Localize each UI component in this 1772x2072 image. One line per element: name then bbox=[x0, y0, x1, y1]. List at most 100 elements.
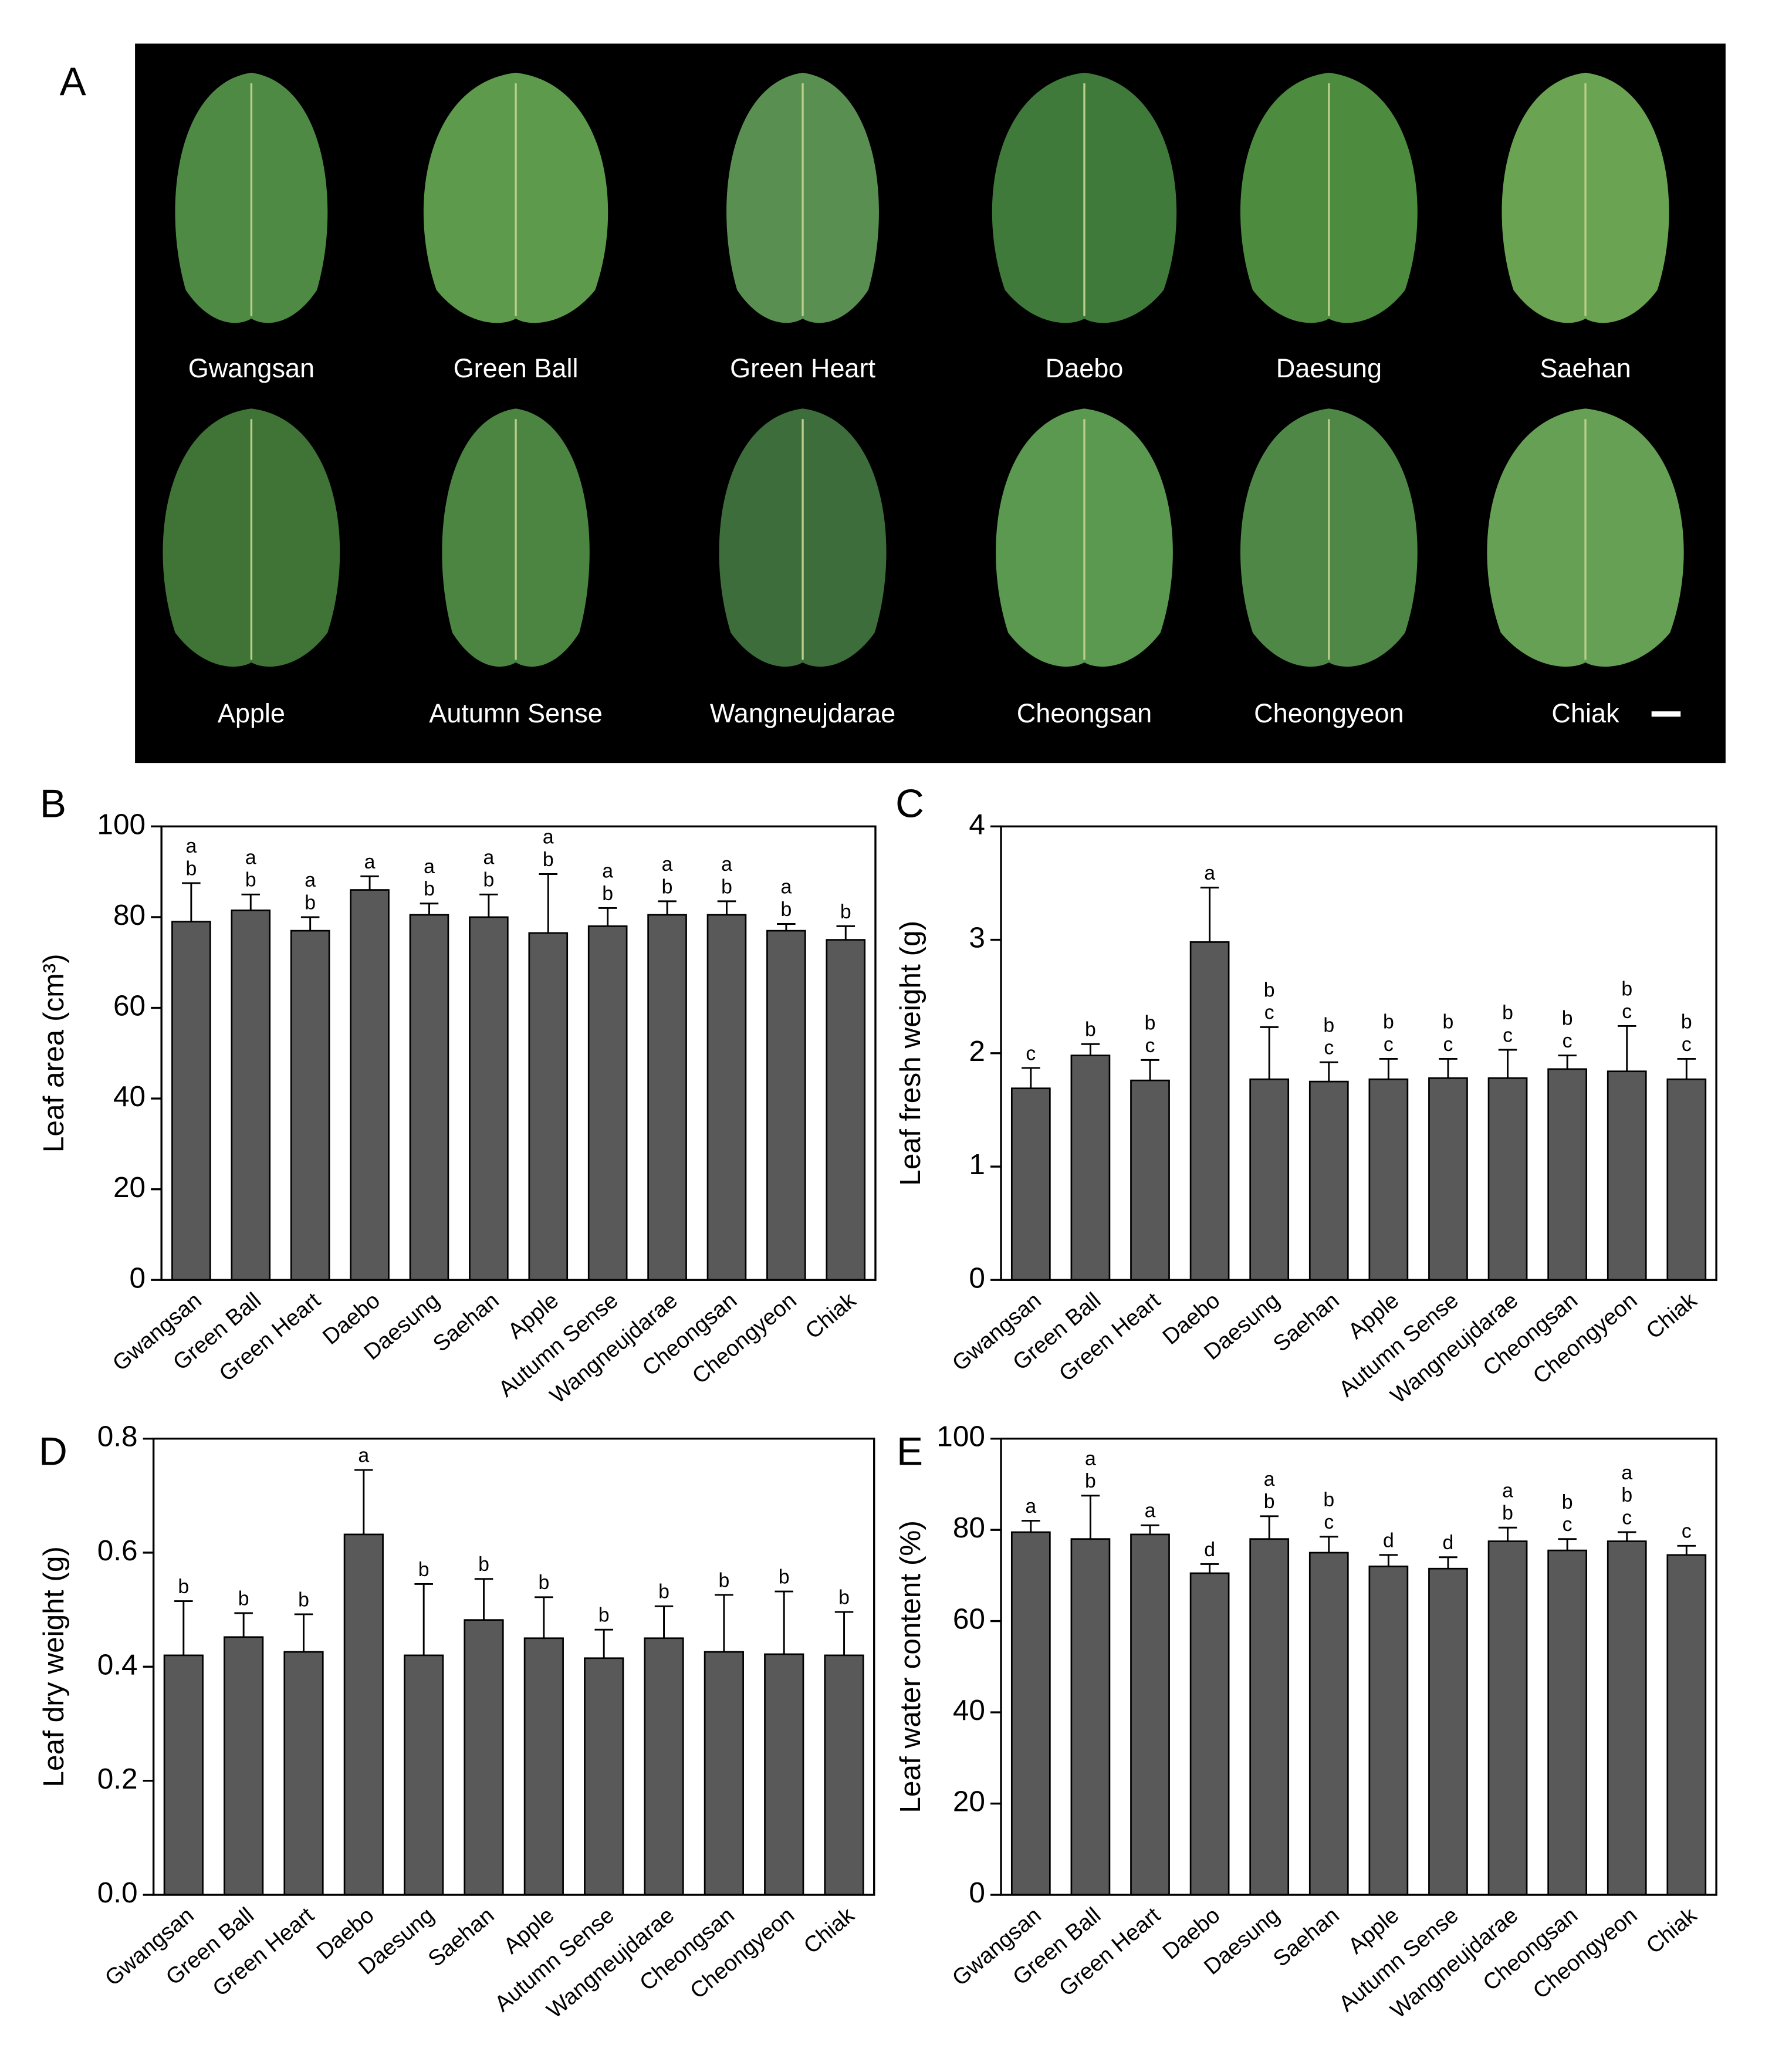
significance-letter: b bbox=[478, 1553, 489, 1576]
y-tick-label: 80 bbox=[113, 898, 146, 931]
bar bbox=[1130, 1533, 1170, 1896]
significance-letter: a bbox=[662, 853, 673, 876]
cultivar-name: Chiak bbox=[1551, 698, 1619, 728]
bar bbox=[1010, 1087, 1051, 1281]
y-tick-label: 0 bbox=[130, 1261, 146, 1294]
significance-letter: a bbox=[1025, 1495, 1036, 1517]
x-tick-label: Cheongyeon bbox=[1528, 1288, 1642, 1390]
plot-frame bbox=[160, 825, 877, 1281]
bar bbox=[1308, 1552, 1349, 1896]
panel-label: A bbox=[60, 60, 86, 104]
panel-label: D bbox=[39, 1430, 67, 1474]
plot-frame bbox=[1000, 1437, 1717, 1896]
significance-letter: a bbox=[602, 860, 613, 883]
x-tick-label: Chiak bbox=[1641, 1287, 1702, 1344]
significance-letter: c bbox=[1622, 1506, 1632, 1529]
bar bbox=[647, 914, 687, 1281]
panel-label: E bbox=[897, 1430, 923, 1474]
bar bbox=[283, 1651, 324, 1896]
significance-letter: c bbox=[1682, 1033, 1692, 1056]
significance-letter: c bbox=[1264, 1002, 1274, 1024]
bar bbox=[350, 889, 390, 1281]
y-axis-label: Leaf area (cm³) bbox=[37, 954, 70, 1152]
significance-letter: b bbox=[1562, 1491, 1573, 1513]
cultivar-name: Cheongsan bbox=[1017, 698, 1152, 728]
significance-letter: b bbox=[245, 869, 256, 891]
cultivar-name: Wangneujdarae bbox=[710, 698, 895, 728]
bar bbox=[1428, 1077, 1468, 1281]
bar bbox=[1547, 1068, 1587, 1281]
bar bbox=[644, 1637, 684, 1896]
plot-frame bbox=[1000, 825, 1717, 1281]
y-tick-label: 3 bbox=[969, 921, 985, 954]
cultivar-name: Daesung bbox=[1276, 353, 1382, 383]
significance-letter: a bbox=[245, 846, 256, 868]
significance-letter: a bbox=[364, 851, 376, 873]
significance-letter: a bbox=[780, 876, 792, 898]
significance-letter: a bbox=[1145, 1500, 1156, 1522]
bar bbox=[1070, 1538, 1111, 1896]
y-tick-label: 100 bbox=[97, 807, 146, 840]
significance-letter: d bbox=[1443, 1532, 1454, 1554]
bar bbox=[1010, 1531, 1051, 1896]
cultivar-name: Saehan bbox=[1540, 353, 1631, 383]
significance-letter: b bbox=[840, 901, 851, 923]
significance-letter: a bbox=[1621, 1462, 1632, 1484]
significance-letter: b bbox=[1502, 1502, 1513, 1525]
significance-letter: c bbox=[1622, 1000, 1632, 1023]
significance-letter: b bbox=[1562, 1008, 1573, 1030]
bar bbox=[1189, 1572, 1230, 1896]
significance-letter: a bbox=[185, 835, 197, 857]
bar bbox=[764, 1653, 804, 1896]
significance-letter: b bbox=[598, 1604, 610, 1627]
bar bbox=[1547, 1549, 1587, 1896]
bar bbox=[163, 1654, 204, 1896]
significance-letter: c bbox=[1682, 1520, 1692, 1543]
significance-letter: a bbox=[358, 1444, 369, 1466]
significance-letter: b bbox=[658, 1581, 669, 1603]
significance-letter: b bbox=[185, 857, 197, 880]
bar bbox=[464, 1619, 504, 1896]
bar bbox=[1607, 1540, 1647, 1896]
x-tick-label: Chiak bbox=[1641, 1902, 1702, 1959]
significance-letter: b bbox=[1502, 1002, 1513, 1024]
bar bbox=[404, 1654, 444, 1896]
significance-letter: b bbox=[721, 876, 732, 898]
bar bbox=[1189, 941, 1230, 1281]
x-tick-label: Cheongyeon bbox=[1528, 1902, 1642, 2004]
y-tick-label: 20 bbox=[953, 1785, 985, 1818]
bar bbox=[290, 929, 330, 1281]
x-tick-label: Chiak bbox=[800, 1287, 861, 1344]
significance-letter: a bbox=[424, 856, 435, 878]
significance-letter: b bbox=[538, 1571, 549, 1594]
y-tick-label: 1 bbox=[969, 1148, 985, 1181]
bar bbox=[1428, 1567, 1468, 1896]
significance-letter: b bbox=[602, 883, 613, 905]
significance-letter: c bbox=[1503, 1024, 1513, 1046]
bar bbox=[1249, 1538, 1290, 1896]
cultivar-name: Green Heart bbox=[730, 353, 875, 383]
y-tick-label: 80 bbox=[953, 1511, 985, 1544]
bar bbox=[523, 1637, 564, 1896]
y-tick-label: 0.4 bbox=[97, 1648, 138, 1681]
y-tick-label: 0.8 bbox=[97, 1420, 138, 1453]
significance-letter: c bbox=[1443, 1033, 1453, 1056]
significance-letter: a bbox=[1264, 1468, 1275, 1490]
significance-letter: b bbox=[1323, 1014, 1334, 1036]
significance-letter: b bbox=[1085, 1019, 1096, 1041]
significance-letter: b bbox=[1681, 1011, 1692, 1033]
x-tick-label: Saehan bbox=[1269, 1902, 1344, 1972]
bar bbox=[1249, 1078, 1290, 1281]
bar bbox=[826, 939, 866, 1281]
cultivar-name: Daebo bbox=[1046, 353, 1124, 383]
y-tick-label: 0 bbox=[969, 1876, 985, 1909]
panel-label: C bbox=[895, 782, 924, 826]
significance-letter: b bbox=[780, 898, 792, 921]
significance-letter: a bbox=[305, 869, 316, 891]
y-axis-label: Leaf water content (%) bbox=[894, 1520, 926, 1813]
significance-letter: b bbox=[1145, 1012, 1156, 1034]
y-tick-label: 0.6 bbox=[97, 1534, 138, 1567]
bar bbox=[1130, 1079, 1170, 1281]
y-tick-label: 20 bbox=[113, 1171, 146, 1204]
